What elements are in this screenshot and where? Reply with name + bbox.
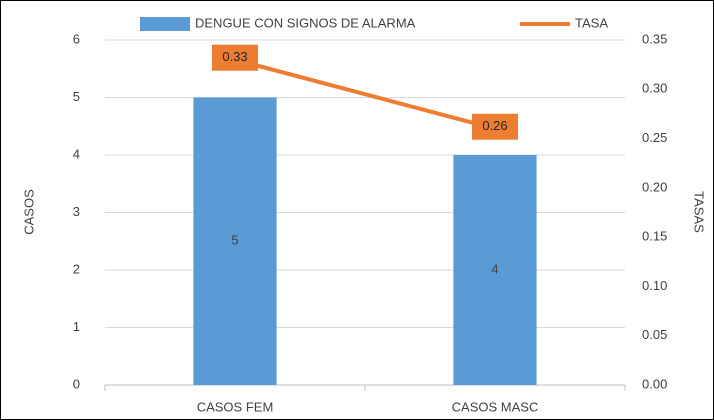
y-tick-label: 0 xyxy=(73,376,80,391)
y2-tick-label: 0.00 xyxy=(642,376,667,391)
legend-label: TASA xyxy=(575,15,608,30)
legend-label: DENGUE CON SIGNOS DE ALARMA xyxy=(195,15,416,30)
bar xyxy=(193,97,277,385)
y-tick-label: 5 xyxy=(73,89,80,104)
y2-tick-label: 0.10 xyxy=(642,278,667,293)
bar-value-label: 5 xyxy=(231,233,238,248)
y-tick-label: 6 xyxy=(73,31,80,46)
y-tick-label: 3 xyxy=(73,204,80,219)
x-tick-label: CASOS MASC xyxy=(452,399,539,414)
x-tick-label: CASOS FEM xyxy=(197,399,274,414)
y-tick-label: 2 xyxy=(73,261,80,276)
line-value-label: 0.33 xyxy=(222,49,247,64)
line xyxy=(234,57,496,131)
y2-tick-label: 0.30 xyxy=(642,81,667,96)
y2-tick-label: 0.05 xyxy=(642,327,667,342)
y2-tick-label: 0.35 xyxy=(642,31,667,46)
y2-tick-label: 0.20 xyxy=(642,179,667,194)
legend-swatch xyxy=(140,17,190,31)
y-tick-label: 1 xyxy=(73,319,80,334)
line-value-label: 0.26 xyxy=(482,118,507,133)
bar-value-label: 4 xyxy=(491,261,498,276)
y-tick-label: 4 xyxy=(73,146,80,161)
y2-tick-label: 0.25 xyxy=(642,130,667,145)
data-label-box xyxy=(472,113,518,140)
y2-tick-label: 0.15 xyxy=(642,229,667,244)
bar xyxy=(453,155,537,385)
y2-axis-label: TASAS xyxy=(692,191,707,233)
y-axis-label: CASOS xyxy=(21,189,36,235)
data-label-box xyxy=(212,44,258,71)
